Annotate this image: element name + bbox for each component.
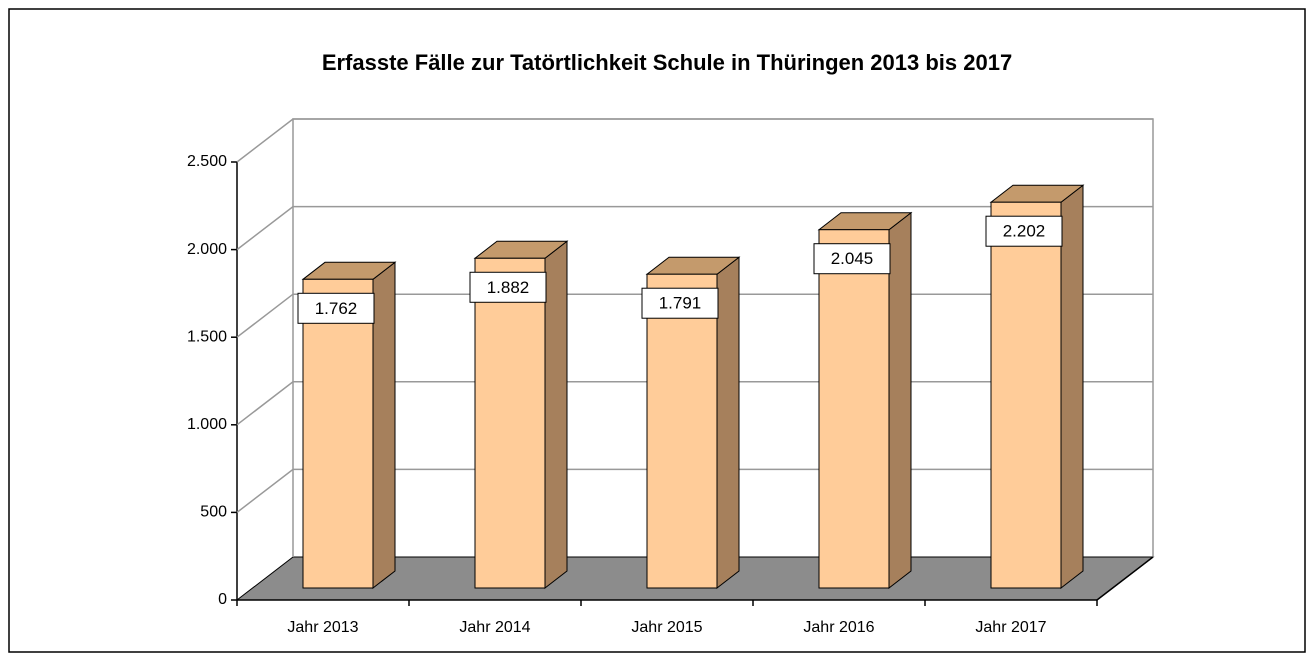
bar-side: [1060, 184, 1084, 590]
x-tick-label: Jahr 2016: [803, 619, 874, 636]
value-label: 2.202: [1003, 222, 1046, 241]
grid-line: [236, 205, 1153, 251]
bar: [818, 229, 890, 589]
value-label: 1.762: [315, 299, 358, 318]
bar-side: [888, 211, 912, 590]
value-label-box: [641, 287, 719, 319]
value-label-box: [985, 215, 1063, 247]
y-tick-label: 1.500: [187, 328, 227, 345]
value-label: 2.045: [831, 249, 874, 268]
value-label-box: [297, 292, 375, 324]
value-label-box: [813, 243, 891, 275]
bar: [646, 273, 718, 589]
y-tick-label: 2.000: [187, 241, 227, 258]
grid-line: [236, 118, 1153, 163]
x-tick-label: Jahr 2014: [459, 619, 530, 636]
bar-side: [372, 261, 396, 590]
bar: [474, 257, 546, 589]
y-tick-label: 0: [218, 591, 227, 608]
bar-side: [544, 240, 568, 590]
bar-side: [716, 256, 740, 590]
value-label-box: [469, 271, 547, 303]
y-tick-label: 2.500: [187, 153, 227, 170]
x-tick-label: Jahr 2017: [975, 619, 1046, 636]
bar: [990, 201, 1062, 589]
x-tick-label: Jahr 2015: [631, 619, 702, 636]
floor-edge: [1096, 556, 1154, 601]
value-label: 1.882: [487, 278, 530, 297]
y-tick-label: 1.000: [187, 416, 227, 433]
value-label: 1.791: [659, 294, 702, 313]
bar: [302, 278, 374, 589]
y-tick-label: 500: [200, 504, 227, 521]
x-tick-label: Jahr 2013: [287, 619, 358, 636]
chart-title: Erfasste Fälle zur Tatörtlichkeit Schule…: [322, 50, 1012, 75]
